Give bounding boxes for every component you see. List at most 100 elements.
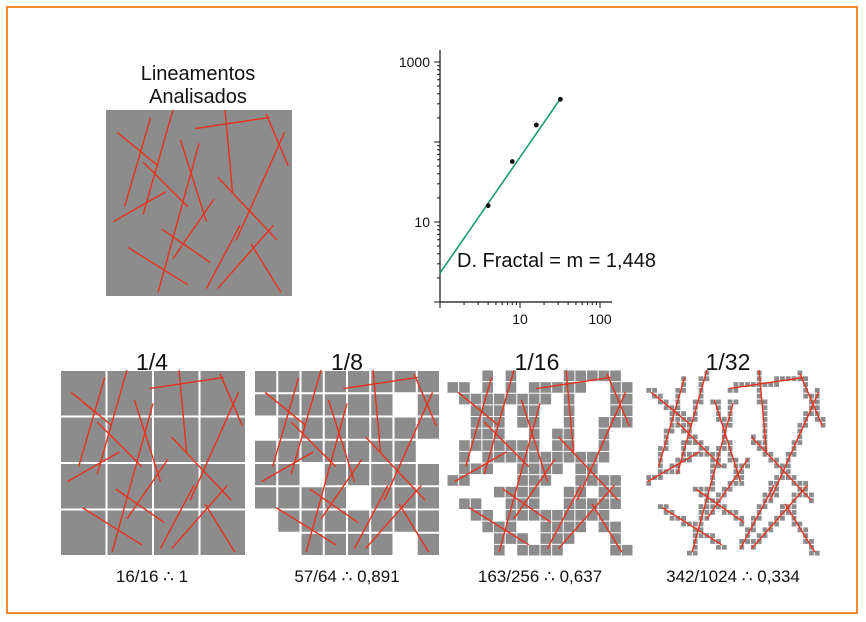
occupied-cell bbox=[459, 440, 470, 451]
occupied-cell bbox=[610, 533, 621, 544]
occupied-cell bbox=[797, 492, 803, 498]
occupied-cell bbox=[494, 451, 505, 463]
occupied-cell bbox=[563, 521, 575, 533]
occupied-cell bbox=[528, 486, 540, 498]
occupied-cell bbox=[324, 510, 346, 532]
occupied-cell bbox=[528, 498, 540, 509]
occupied-cell bbox=[727, 440, 733, 446]
occupied-cell bbox=[278, 487, 300, 509]
occupied-cell bbox=[785, 376, 791, 382]
occupied-cell bbox=[517, 498, 528, 509]
occupied-cell bbox=[814, 550, 820, 556]
occupied-cell bbox=[716, 399, 721, 405]
occupied-cell bbox=[494, 393, 505, 405]
occupied-cell bbox=[721, 446, 727, 451]
occupied-cell bbox=[459, 393, 470, 405]
occupied-cell bbox=[528, 405, 540, 416]
occupied-cell bbox=[785, 451, 791, 457]
grid-lineament bbox=[498, 403, 541, 553]
grid-panel-1-16 bbox=[447, 370, 633, 556]
occupied-cell bbox=[716, 504, 721, 509]
occupied-cell bbox=[762, 411, 768, 416]
occupied-cell bbox=[657, 475, 663, 480]
occupied-cell bbox=[657, 504, 663, 509]
occupied-cell bbox=[255, 394, 277, 416]
occupied-cell bbox=[663, 405, 669, 411]
occupied-cell bbox=[417, 533, 439, 555]
occupied-cell bbox=[482, 428, 493, 440]
occupied-cell bbox=[733, 510, 739, 515]
occupied-cell bbox=[61, 417, 106, 462]
occupied-cell bbox=[575, 451, 586, 463]
occupied-cell bbox=[681, 428, 686, 434]
occupied-cell bbox=[768, 486, 774, 492]
main-lineament bbox=[127, 247, 189, 286]
grid-lineament bbox=[365, 484, 422, 550]
occupied-cell bbox=[803, 393, 809, 399]
main-lineament bbox=[172, 198, 215, 260]
occupied-cell bbox=[540, 521, 552, 533]
occupied-cell bbox=[780, 510, 785, 515]
occupied-cell bbox=[756, 446, 762, 451]
occupied-cell bbox=[505, 382, 517, 393]
occupied-cell bbox=[470, 428, 482, 440]
occupied-cell bbox=[575, 370, 586, 382]
occupied-cell bbox=[598, 498, 610, 509]
grid-lineament bbox=[457, 391, 500, 427]
grid-lineament bbox=[149, 376, 224, 390]
occupied-cell bbox=[762, 527, 768, 533]
occupied-cell bbox=[301, 533, 323, 555]
occupied-cell bbox=[681, 422, 686, 428]
ratio-label-1-4: 16/16 ∴ 1 bbox=[115, 567, 189, 586]
occupied-cell bbox=[681, 446, 686, 451]
regression-line bbox=[439, 98, 562, 274]
occupied-cell bbox=[698, 376, 704, 382]
occupied-cell bbox=[575, 382, 586, 393]
grid-lineament bbox=[111, 403, 154, 553]
occupied-cell bbox=[716, 405, 721, 411]
occupied-cell bbox=[739, 382, 745, 387]
occupied-cell bbox=[621, 544, 633, 556]
occupied-cell bbox=[669, 469, 675, 475]
occupied-cell bbox=[681, 382, 686, 387]
main-lineament bbox=[116, 131, 159, 167]
occupied-cell bbox=[371, 417, 393, 439]
grid-lineament bbox=[536, 376, 611, 390]
occupied-cell bbox=[721, 504, 727, 509]
occupied-cell bbox=[154, 417, 199, 462]
occupied-cell bbox=[528, 451, 540, 463]
occupied-cell bbox=[610, 486, 621, 498]
grid-lineament bbox=[67, 451, 120, 483]
grid-lineament bbox=[691, 403, 734, 553]
main-lineament bbox=[113, 191, 166, 223]
occupied-cell bbox=[459, 498, 470, 509]
grid-lineament bbox=[126, 458, 169, 520]
occupied-cell bbox=[517, 510, 528, 521]
y-tick-label: 1000 bbox=[399, 54, 430, 70]
occupied-cell bbox=[716, 492, 721, 498]
occupied-cell bbox=[610, 393, 621, 405]
main-lineament bbox=[142, 110, 174, 215]
occupied-cell bbox=[774, 457, 779, 463]
occupied-cell bbox=[716, 498, 721, 504]
occupied-cell bbox=[750, 515, 756, 521]
occupied-cell bbox=[727, 451, 733, 457]
occupied-cell bbox=[721, 440, 727, 446]
occupied-cell bbox=[621, 393, 633, 405]
grid-lineament bbox=[133, 399, 162, 482]
occupied-cell bbox=[687, 434, 692, 440]
occupied-cell bbox=[459, 463, 470, 475]
occupied-cell bbox=[669, 405, 675, 411]
occupied-cell bbox=[301, 440, 323, 462]
occupied-cell bbox=[587, 475, 598, 486]
occupied-cell bbox=[698, 533, 704, 539]
occupied-cell bbox=[721, 417, 727, 422]
grid-lineament bbox=[483, 370, 515, 475]
fractal-dimension-label: D. Fractal = m = 1,448 bbox=[457, 250, 656, 272]
main-lineament bbox=[123, 117, 152, 207]
occupied-cell bbox=[762, 382, 768, 387]
occupied-cell bbox=[394, 417, 416, 439]
occupied-cell bbox=[505, 533, 517, 544]
occupied-cell bbox=[733, 469, 739, 475]
grid-lineament bbox=[706, 458, 749, 520]
